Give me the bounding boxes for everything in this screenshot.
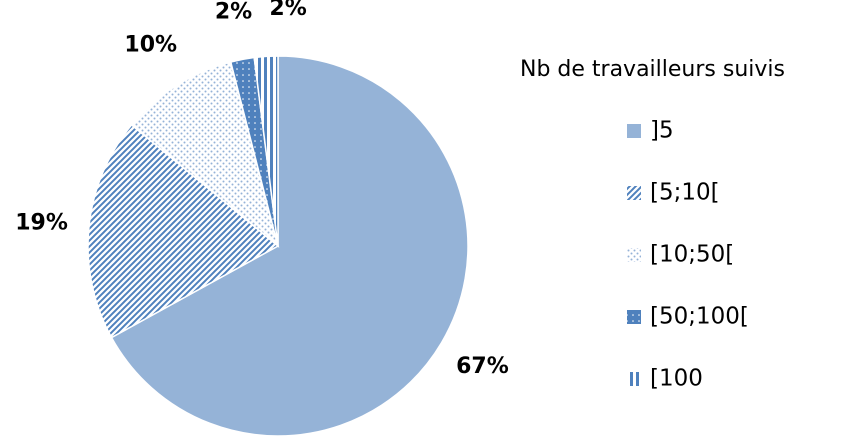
legend-label: [10;50[	[650, 242, 734, 268]
legend-swatch	[627, 248, 641, 262]
pie-slice	[130, 61, 280, 249]
pie-slice	[110, 55, 469, 437]
legend-label: [100	[650, 366, 703, 392]
legend-swatch	[627, 372, 641, 386]
legend-title: Nb de travailleurs suivis	[520, 57, 785, 82]
pie-slice	[253, 55, 279, 247]
data-label: 2%	[215, 0, 252, 25]
data-label: 67%	[456, 354, 509, 379]
legend-label: [5;10[	[650, 180, 720, 206]
legend-label: [50;100[	[650, 304, 749, 330]
legend-swatch	[627, 186, 641, 200]
data-label: 10%	[124, 32, 177, 57]
legend-swatch	[627, 124, 641, 138]
legend-swatch	[627, 310, 641, 324]
legend-label: ]5	[650, 118, 674, 144]
data-label: 19%	[15, 211, 68, 236]
data-label: 2%	[269, 0, 306, 21]
pie-slice	[87, 123, 280, 339]
